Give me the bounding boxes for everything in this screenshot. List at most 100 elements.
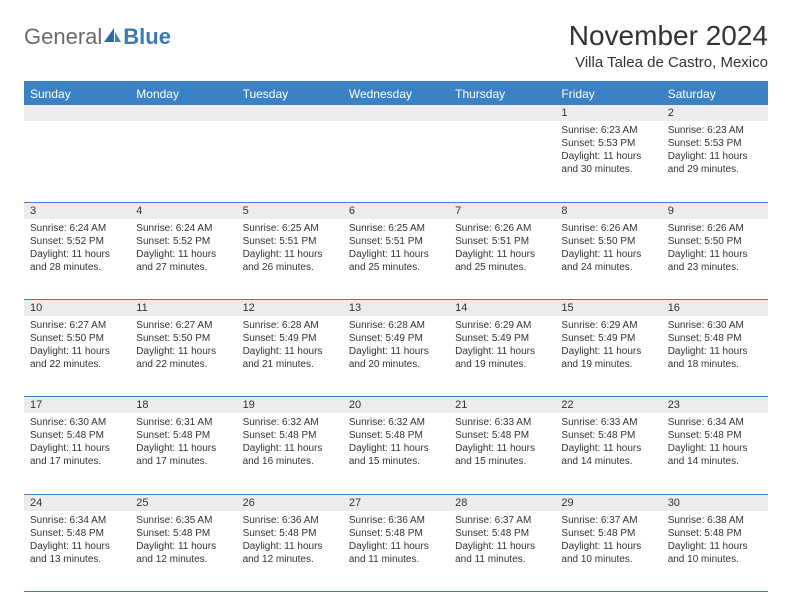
day-details bbox=[237, 121, 343, 128]
daylight-line: Daylight: 11 hours and 19 minutes. bbox=[455, 345, 549, 371]
sunset-line: Sunset: 5:51 PM bbox=[349, 235, 443, 248]
daylight-line: Daylight: 11 hours and 19 minutes. bbox=[561, 345, 655, 371]
day-details: Sunrise: 6:27 AMSunset: 5:50 PMDaylight:… bbox=[24, 316, 130, 375]
day-number: 5 bbox=[237, 203, 343, 219]
daylight-line: Daylight: 11 hours and 22 minutes. bbox=[136, 345, 230, 371]
calendar-day: 3Sunrise: 6:24 AMSunset: 5:52 PMDaylight… bbox=[24, 202, 130, 299]
sunrise-line: Sunrise: 6:29 AM bbox=[561, 319, 655, 332]
weekday-header: Thursday bbox=[449, 82, 555, 105]
day-number: 12 bbox=[237, 300, 343, 316]
calendar-day: 27Sunrise: 6:36 AMSunset: 5:48 PMDayligh… bbox=[343, 494, 449, 591]
day-details: Sunrise: 6:33 AMSunset: 5:48 PMDaylight:… bbox=[555, 413, 661, 472]
sunset-line: Sunset: 5:53 PM bbox=[668, 137, 762, 150]
calendar-week: 24Sunrise: 6:34 AMSunset: 5:48 PMDayligh… bbox=[24, 494, 768, 591]
day-details bbox=[343, 121, 449, 128]
day-number: 9 bbox=[662, 203, 768, 219]
day-number bbox=[449, 105, 555, 121]
day-number: 1 bbox=[555, 105, 661, 121]
day-details: Sunrise: 6:34 AMSunset: 5:48 PMDaylight:… bbox=[24, 511, 130, 570]
daylight-line: Daylight: 11 hours and 15 minutes. bbox=[455, 442, 549, 468]
daylight-line: Daylight: 11 hours and 18 minutes. bbox=[668, 345, 762, 371]
day-number: 28 bbox=[449, 495, 555, 511]
day-number: 15 bbox=[555, 300, 661, 316]
day-details: Sunrise: 6:31 AMSunset: 5:48 PMDaylight:… bbox=[130, 413, 236, 472]
sunrise-line: Sunrise: 6:37 AM bbox=[455, 514, 549, 527]
sunset-line: Sunset: 5:48 PM bbox=[243, 527, 337, 540]
day-number: 10 bbox=[24, 300, 130, 316]
month-title: November 2024 bbox=[569, 20, 768, 52]
sunrise-line: Sunrise: 6:27 AM bbox=[30, 319, 124, 332]
calendar-day: 2Sunrise: 6:23 AMSunset: 5:53 PMDaylight… bbox=[662, 105, 768, 202]
weekday-header: Wednesday bbox=[343, 82, 449, 105]
daylight-line: Daylight: 11 hours and 23 minutes. bbox=[668, 248, 762, 274]
calendar-day: 29Sunrise: 6:37 AMSunset: 5:48 PMDayligh… bbox=[555, 494, 661, 591]
sunrise-line: Sunrise: 6:28 AM bbox=[349, 319, 443, 332]
calendar-day: 17Sunrise: 6:30 AMSunset: 5:48 PMDayligh… bbox=[24, 397, 130, 494]
daylight-line: Daylight: 11 hours and 15 minutes. bbox=[349, 442, 443, 468]
day-number: 20 bbox=[343, 397, 449, 413]
daylight-line: Daylight: 11 hours and 30 minutes. bbox=[561, 150, 655, 176]
calendar-week: 3Sunrise: 6:24 AMSunset: 5:52 PMDaylight… bbox=[24, 202, 768, 299]
day-number: 14 bbox=[449, 300, 555, 316]
sunrise-line: Sunrise: 6:29 AM bbox=[455, 319, 549, 332]
calendar-day: 9Sunrise: 6:26 AMSunset: 5:50 PMDaylight… bbox=[662, 202, 768, 299]
daylight-line: Daylight: 11 hours and 13 minutes. bbox=[30, 540, 124, 566]
calendar-day bbox=[237, 105, 343, 202]
daylight-line: Daylight: 11 hours and 14 minutes. bbox=[561, 442, 655, 468]
daylight-line: Daylight: 11 hours and 28 minutes. bbox=[30, 248, 124, 274]
day-details: Sunrise: 6:29 AMSunset: 5:49 PMDaylight:… bbox=[555, 316, 661, 375]
day-details: Sunrise: 6:30 AMSunset: 5:48 PMDaylight:… bbox=[24, 413, 130, 472]
sunrise-line: Sunrise: 6:26 AM bbox=[455, 222, 549, 235]
daylight-line: Daylight: 11 hours and 25 minutes. bbox=[455, 248, 549, 274]
day-details bbox=[24, 121, 130, 128]
day-number: 18 bbox=[130, 397, 236, 413]
day-number: 16 bbox=[662, 300, 768, 316]
daylight-line: Daylight: 11 hours and 29 minutes. bbox=[668, 150, 762, 176]
day-details: Sunrise: 6:35 AMSunset: 5:48 PMDaylight:… bbox=[130, 511, 236, 570]
day-number: 27 bbox=[343, 495, 449, 511]
sunrise-line: Sunrise: 6:36 AM bbox=[243, 514, 337, 527]
calendar-day bbox=[449, 105, 555, 202]
day-details: Sunrise: 6:37 AMSunset: 5:48 PMDaylight:… bbox=[555, 511, 661, 570]
day-number bbox=[343, 105, 449, 121]
brand-part2: Blue bbox=[123, 24, 171, 50]
calendar-day: 6Sunrise: 6:25 AMSunset: 5:51 PMDaylight… bbox=[343, 202, 449, 299]
weekday-header: Friday bbox=[555, 82, 661, 105]
sunset-line: Sunset: 5:49 PM bbox=[243, 332, 337, 345]
sunrise-line: Sunrise: 6:34 AM bbox=[668, 416, 762, 429]
daylight-line: Daylight: 11 hours and 17 minutes. bbox=[136, 442, 230, 468]
sail-icon bbox=[104, 24, 122, 50]
calendar-table: Sunday Monday Tuesday Wednesday Thursday… bbox=[24, 81, 768, 592]
daylight-line: Daylight: 11 hours and 17 minutes. bbox=[30, 442, 124, 468]
calendar-day: 19Sunrise: 6:32 AMSunset: 5:48 PMDayligh… bbox=[237, 397, 343, 494]
day-details bbox=[130, 121, 236, 128]
calendar-day: 15Sunrise: 6:29 AMSunset: 5:49 PMDayligh… bbox=[555, 300, 661, 397]
day-details: Sunrise: 6:36 AMSunset: 5:48 PMDaylight:… bbox=[343, 511, 449, 570]
sunset-line: Sunset: 5:48 PM bbox=[30, 527, 124, 540]
calendar-page: GeneralBlue November 2024 Villa Talea de… bbox=[0, 0, 792, 612]
day-details: Sunrise: 6:24 AMSunset: 5:52 PMDaylight:… bbox=[24, 219, 130, 278]
day-details: Sunrise: 6:28 AMSunset: 5:49 PMDaylight:… bbox=[237, 316, 343, 375]
sunrise-line: Sunrise: 6:38 AM bbox=[668, 514, 762, 527]
calendar-day: 20Sunrise: 6:32 AMSunset: 5:48 PMDayligh… bbox=[343, 397, 449, 494]
daylight-line: Daylight: 11 hours and 26 minutes. bbox=[243, 248, 337, 274]
calendar-day: 16Sunrise: 6:30 AMSunset: 5:48 PMDayligh… bbox=[662, 300, 768, 397]
calendar-week: 10Sunrise: 6:27 AMSunset: 5:50 PMDayligh… bbox=[24, 300, 768, 397]
day-details: Sunrise: 6:32 AMSunset: 5:48 PMDaylight:… bbox=[343, 413, 449, 472]
daylight-line: Daylight: 11 hours and 10 minutes. bbox=[668, 540, 762, 566]
calendar-day: 12Sunrise: 6:28 AMSunset: 5:49 PMDayligh… bbox=[237, 300, 343, 397]
sunset-line: Sunset: 5:48 PM bbox=[561, 527, 655, 540]
sunset-line: Sunset: 5:48 PM bbox=[668, 527, 762, 540]
sunrise-line: Sunrise: 6:26 AM bbox=[561, 222, 655, 235]
sunrise-line: Sunrise: 6:23 AM bbox=[668, 124, 762, 137]
day-number bbox=[24, 105, 130, 121]
day-number: 4 bbox=[130, 203, 236, 219]
daylight-line: Daylight: 11 hours and 27 minutes. bbox=[136, 248, 230, 274]
sunrise-line: Sunrise: 6:27 AM bbox=[136, 319, 230, 332]
day-details: Sunrise: 6:25 AMSunset: 5:51 PMDaylight:… bbox=[237, 219, 343, 278]
daylight-line: Daylight: 11 hours and 10 minutes. bbox=[561, 540, 655, 566]
day-number: 17 bbox=[24, 397, 130, 413]
daylight-line: Daylight: 11 hours and 11 minutes. bbox=[455, 540, 549, 566]
weekday-header: Sunday bbox=[24, 82, 130, 105]
location-label: Villa Talea de Castro, Mexico bbox=[569, 54, 768, 71]
